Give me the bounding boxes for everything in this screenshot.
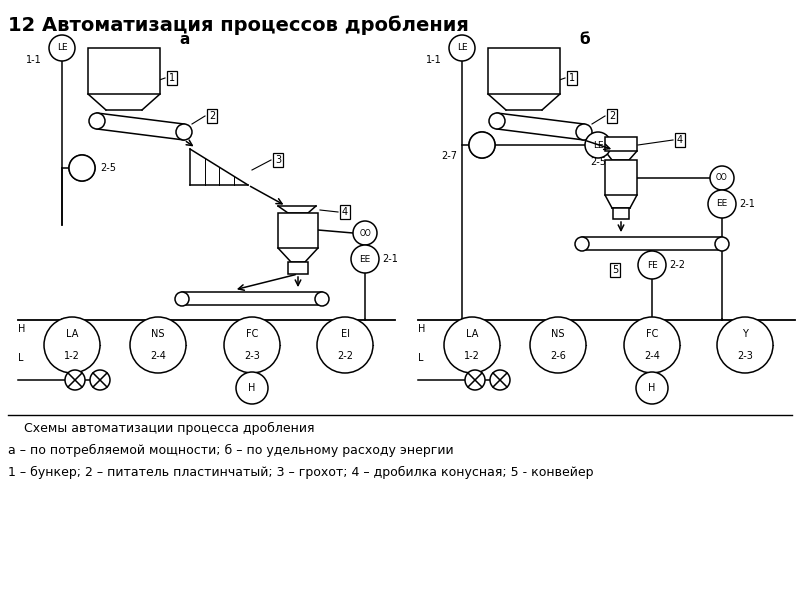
Circle shape <box>317 317 373 373</box>
Circle shape <box>175 292 189 306</box>
Text: а – по потребляемой мощности; б – по удельному расходу энергии: а – по потребляемой мощности; б – по уде… <box>8 443 454 457</box>
Text: 4: 4 <box>342 207 348 217</box>
Circle shape <box>315 292 329 306</box>
Circle shape <box>469 132 495 158</box>
Text: OO: OO <box>716 173 728 182</box>
Circle shape <box>715 237 729 251</box>
Bar <box>488 48 560 94</box>
Bar <box>605 137 637 151</box>
Text: 4: 4 <box>677 135 683 145</box>
Text: 1 – бункер; 2 – питатель пластинчатый; 3 – грохот; 4 – дробилка конусная; 5 - ко: 1 – бункер; 2 – питатель пластинчатый; 3… <box>8 466 594 479</box>
Text: H: H <box>418 324 426 334</box>
Text: L: L <box>418 353 423 363</box>
Text: EE: EE <box>359 254 370 263</box>
Circle shape <box>469 132 495 158</box>
Circle shape <box>44 317 100 373</box>
Text: 2-6: 2-6 <box>550 350 566 361</box>
Text: 2-4: 2-4 <box>644 350 660 361</box>
Text: 2: 2 <box>609 111 615 121</box>
Circle shape <box>69 155 95 181</box>
Text: 1-1: 1-1 <box>26 55 42 65</box>
Text: EI: EI <box>341 329 350 340</box>
Circle shape <box>717 317 773 373</box>
Text: LE: LE <box>593 140 603 149</box>
Circle shape <box>65 370 85 390</box>
Text: H: H <box>18 324 26 334</box>
Text: 2-5: 2-5 <box>100 163 116 173</box>
Text: Y: Y <box>742 329 748 340</box>
Text: NS: NS <box>551 329 565 340</box>
Circle shape <box>224 317 280 373</box>
Text: OO: OO <box>359 229 371 238</box>
Circle shape <box>176 124 192 140</box>
Text: NS: NS <box>151 329 165 340</box>
Bar <box>582 237 722 250</box>
Circle shape <box>353 221 377 245</box>
Text: FC: FC <box>646 329 658 340</box>
Text: LA: LA <box>66 329 78 340</box>
Circle shape <box>69 155 95 181</box>
Circle shape <box>236 372 268 404</box>
Text: 2-1: 2-1 <box>382 254 398 264</box>
Text: L: L <box>18 353 23 363</box>
Circle shape <box>351 245 379 273</box>
Bar <box>88 48 160 94</box>
Text: 2-4: 2-4 <box>150 350 166 361</box>
Text: 1-1: 1-1 <box>426 55 442 65</box>
Text: 1: 1 <box>169 73 175 83</box>
Text: 2-1: 2-1 <box>739 199 755 209</box>
Circle shape <box>710 166 734 190</box>
Text: б: б <box>580 32 590 47</box>
Text: H: H <box>248 383 256 393</box>
Bar <box>288 262 308 274</box>
Text: 1: 1 <box>569 73 575 83</box>
Text: 1-2: 1-2 <box>464 350 480 361</box>
Text: 2-3: 2-3 <box>244 350 260 361</box>
Text: FC: FC <box>246 329 258 340</box>
Bar <box>613 208 629 219</box>
Text: 2-3: 2-3 <box>737 350 753 361</box>
Circle shape <box>89 113 105 129</box>
Text: 5: 5 <box>612 265 618 275</box>
Text: LA: LA <box>466 329 478 340</box>
Text: 2-7: 2-7 <box>441 151 457 161</box>
Text: 1-2: 1-2 <box>64 350 80 361</box>
Text: FE: FE <box>646 260 658 269</box>
Circle shape <box>636 372 668 404</box>
Circle shape <box>575 237 589 251</box>
Circle shape <box>444 317 500 373</box>
Text: LE: LE <box>57 43 67 52</box>
Circle shape <box>449 35 475 61</box>
Text: 12 Автоматизация процессов дробления: 12 Автоматизация процессов дробления <box>8 15 469 35</box>
Bar <box>278 213 318 248</box>
Text: а: а <box>180 32 190 47</box>
Bar <box>182 292 322 305</box>
Text: Схемы автоматизации процесса дробления: Схемы автоматизации процесса дробления <box>8 421 314 434</box>
Circle shape <box>490 370 510 390</box>
Circle shape <box>130 317 186 373</box>
Circle shape <box>585 132 611 158</box>
Circle shape <box>638 251 666 279</box>
Text: 2-2: 2-2 <box>337 350 353 361</box>
Circle shape <box>49 35 75 61</box>
Circle shape <box>624 317 680 373</box>
Text: EE: EE <box>716 199 728 208</box>
Circle shape <box>489 113 505 129</box>
Circle shape <box>90 370 110 390</box>
Circle shape <box>465 370 485 390</box>
Text: 2: 2 <box>209 111 215 121</box>
Circle shape <box>530 317 586 373</box>
Bar <box>605 160 637 195</box>
Text: 3: 3 <box>275 155 281 165</box>
Circle shape <box>576 124 592 140</box>
Text: 2-2: 2-2 <box>669 260 685 270</box>
Text: 2-5: 2-5 <box>590 157 606 167</box>
Circle shape <box>708 190 736 218</box>
Text: H: H <box>648 383 656 393</box>
Text: LE: LE <box>457 43 467 52</box>
